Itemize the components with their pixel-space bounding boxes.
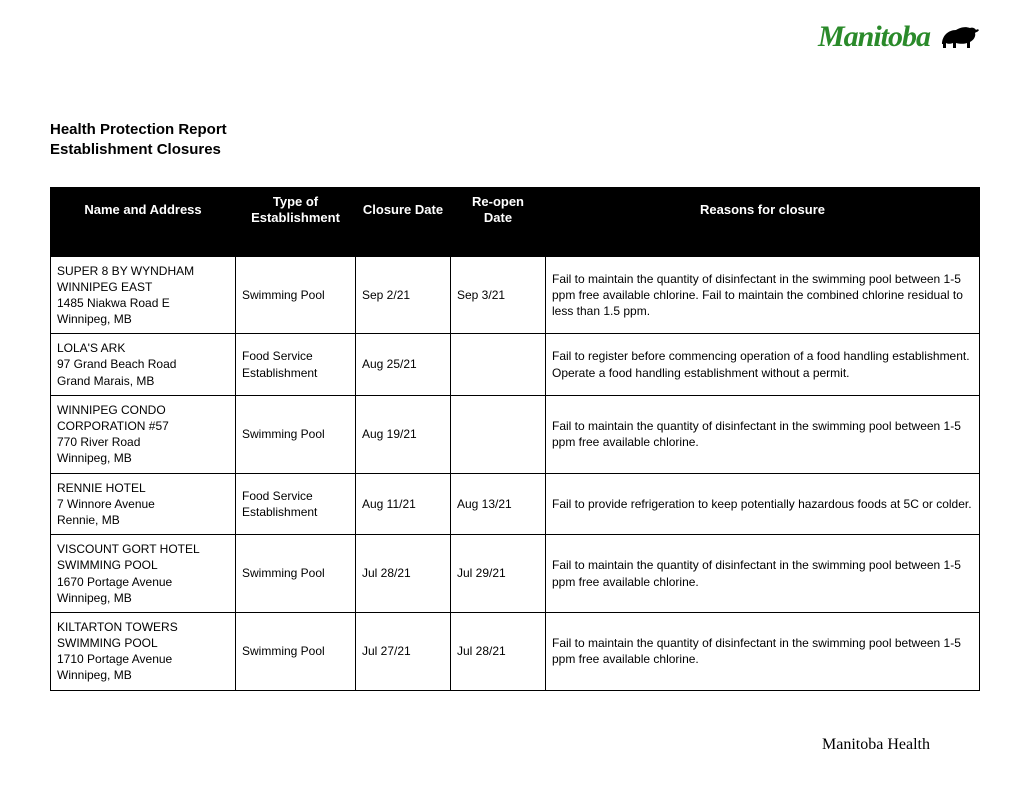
cell-reason: Fail to register before commencing opera… bbox=[546, 334, 980, 396]
cell-closure-date: Aug 11/21 bbox=[356, 473, 451, 535]
col-header-type: Type of Establishment bbox=[236, 188, 356, 234]
cell-reopen-date bbox=[451, 395, 546, 473]
cell-closure-date: Jul 28/21 bbox=[356, 535, 451, 613]
cell-reason: Fail to maintain the quantity of disinfe… bbox=[546, 395, 980, 473]
cell-type: Swimming Pool bbox=[236, 535, 356, 613]
cell-reopen-date: Jul 28/21 bbox=[451, 612, 546, 690]
table-header-row: Name and Address Type of Establishment C… bbox=[51, 188, 980, 234]
cell-reopen-date bbox=[451, 334, 546, 396]
cell-reason: Fail to maintain the quantity of disinfe… bbox=[546, 612, 980, 690]
col-header-closure: Closure Date bbox=[356, 188, 451, 234]
cell-type: Food Service Establishment bbox=[236, 473, 356, 535]
col-header-reopen: Re-open Date bbox=[451, 188, 546, 234]
cell-reopen-date: Aug 13/21 bbox=[451, 473, 546, 535]
col-header-name: Name and Address bbox=[51, 188, 236, 234]
footer-text: Manitoba Health bbox=[822, 736, 930, 754]
cell-name-address: KILTARTON TOWERSSWIMMING POOL1710 Portag… bbox=[51, 612, 236, 690]
cell-name-address: RENNIE HOTEL7 Winnore AvenueRennie, MB bbox=[51, 473, 236, 535]
cell-reason: Fail to maintain the quantity of disinfe… bbox=[546, 256, 980, 334]
cell-name-address: SUPER 8 BY WYNDHAMWINNIPEG EAST1485 Niak… bbox=[51, 256, 236, 334]
cell-closure-date: Aug 25/21 bbox=[356, 334, 451, 396]
title-line-2: Establishment Closures bbox=[50, 140, 980, 160]
cell-closure-date: Aug 19/21 bbox=[356, 395, 451, 473]
report-title: Health Protection Report Establishment C… bbox=[50, 120, 980, 159]
cell-closure-date: Jul 27/21 bbox=[356, 612, 451, 690]
cell-reopen-date: Sep 3/21 bbox=[451, 256, 546, 334]
brand-logo: Manitoba bbox=[818, 20, 980, 54]
title-line-1: Health Protection Report bbox=[50, 120, 980, 140]
cell-closure-date: Sep 2/21 bbox=[356, 256, 451, 334]
closures-table: Name and Address Type of Establishment C… bbox=[50, 187, 980, 691]
cell-name-address: WINNIPEG CONDOCORPORATION #57770 River R… bbox=[51, 395, 236, 473]
table-row: VISCOUNT GORT HOTELSWIMMING POOL1670 Por… bbox=[51, 535, 980, 613]
cell-name-address: VISCOUNT GORT HOTELSWIMMING POOL1670 Por… bbox=[51, 535, 236, 613]
cell-reason: Fail to provide refrigeration to keep po… bbox=[546, 473, 980, 535]
table-row: RENNIE HOTEL7 Winnore AvenueRennie, MBFo… bbox=[51, 473, 980, 535]
cell-type: Swimming Pool bbox=[236, 395, 356, 473]
cell-type: Swimming Pool bbox=[236, 612, 356, 690]
bison-icon bbox=[936, 22, 980, 52]
table-row: KILTARTON TOWERSSWIMMING POOL1710 Portag… bbox=[51, 612, 980, 690]
brand-name: Manitoba bbox=[818, 20, 930, 54]
table-row: SUPER 8 BY WYNDHAMWINNIPEG EAST1485 Niak… bbox=[51, 256, 980, 334]
table-row: LOLA'S ARK97 Grand Beach RoadGrand Marai… bbox=[51, 334, 980, 396]
col-header-reason: Reasons for closure bbox=[546, 188, 980, 234]
content-area: Health Protection Report Establishment C… bbox=[50, 120, 980, 691]
table-divider-row bbox=[51, 233, 980, 256]
table-row: WINNIPEG CONDOCORPORATION #57770 River R… bbox=[51, 395, 980, 473]
cell-reason: Fail to maintain the quantity of disinfe… bbox=[546, 535, 980, 613]
cell-reopen-date: Jul 29/21 bbox=[451, 535, 546, 613]
cell-name-address: LOLA'S ARK97 Grand Beach RoadGrand Marai… bbox=[51, 334, 236, 396]
cell-type: Swimming Pool bbox=[236, 256, 356, 334]
cell-type: Food Service Establishment bbox=[236, 334, 356, 396]
